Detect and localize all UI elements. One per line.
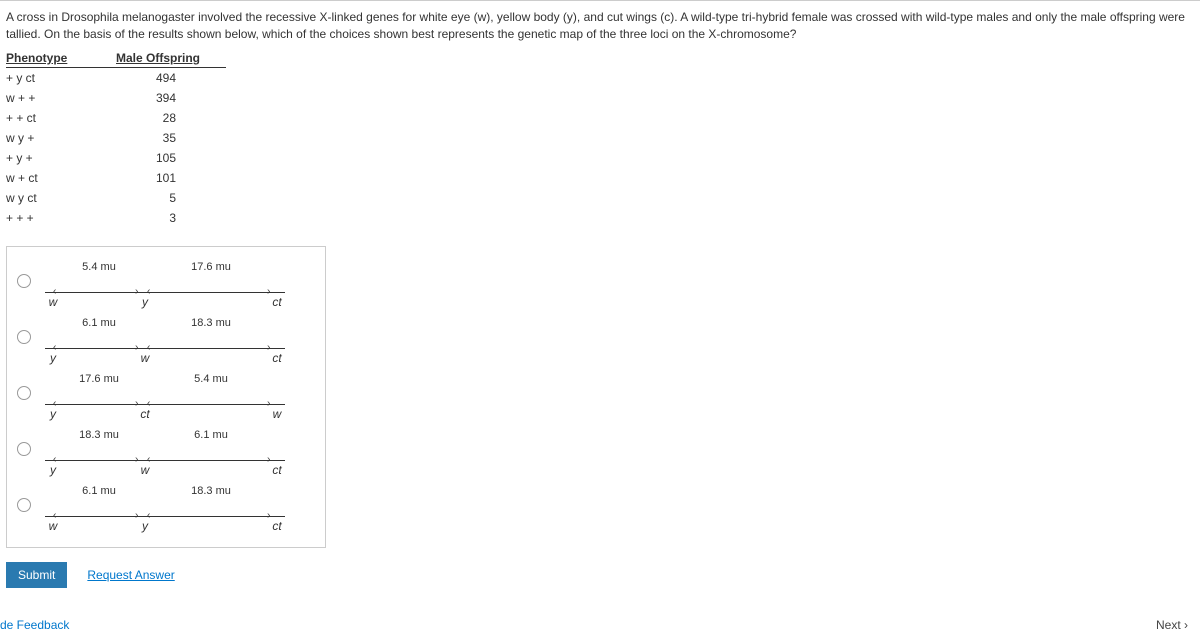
count-cell: 101 [116, 171, 176, 185]
distance-1: 17.6 mu [79, 373, 119, 385]
locus-right: ct [272, 463, 281, 477]
locus-mid: y [142, 519, 148, 533]
arrow-icon: › [135, 511, 138, 521]
gene-map: wyct5.4 mu17.6 mu‹›‹› [45, 263, 285, 299]
arrow-icon: ‹ [53, 399, 56, 409]
count-cell: 394 [116, 91, 176, 105]
locus-left: w [49, 519, 58, 533]
table-row: w y ct5 [6, 188, 226, 208]
count-cell: 5 [116, 191, 176, 205]
locus-right: ct [272, 295, 281, 309]
locus-left: w [49, 295, 58, 309]
distance-1: 6.1 mu [82, 485, 116, 497]
locus-left: y [50, 463, 56, 477]
answer-options: w y ct 5.4 mu 17.6 mu ‹ › ‹ › y w ct 6.1 mu 18.3 mu ‹ ›… [6, 246, 326, 548]
radio-button[interactable] [17, 386, 31, 400]
answer-option[interactable]: y w ct 18.3 mu 6.1 mu ‹ › ‹ › [7, 425, 325, 481]
count-cell: 28 [116, 111, 176, 125]
gene-map: yctw17.6 mu5.4 mu‹›‹› [45, 375, 285, 411]
arrow-icon: ‹ [147, 455, 150, 465]
question-text: A cross in Drosophila melanogaster invol… [0, 1, 1200, 49]
arrow-icon: ‹ [53, 511, 56, 521]
data-table: Phenotype Male Offspring + y ct494w + +3… [0, 49, 1200, 236]
locus-mid: w [141, 463, 150, 477]
arrow-icon: ‹ [53, 343, 56, 353]
table-row: + + ct28 [6, 108, 226, 128]
arrow-icon: › [135, 287, 138, 297]
locus-right: w [273, 407, 282, 421]
locus-left: y [50, 351, 56, 365]
arrow-icon: › [135, 455, 138, 465]
col-phenotype: Phenotype [6, 49, 116, 67]
count-cell: 35 [116, 131, 176, 145]
arrow-icon: › [267, 511, 270, 521]
arrow-icon: ‹ [53, 287, 56, 297]
locus-mid: w [141, 351, 150, 365]
table-row: w + +394 [6, 88, 226, 108]
arrow-icon: ‹ [147, 399, 150, 409]
table-row: w + ct101 [6, 168, 226, 188]
gene-map: wyct6.1 mu18.3 mu‹›‹› [45, 487, 285, 523]
radio-button[interactable] [17, 274, 31, 288]
feedback-link[interactable]: de Feedback [0, 618, 69, 632]
phenotype-cell: + y ct [6, 71, 116, 85]
locus-mid: ct [140, 407, 149, 421]
answer-option[interactable]: y w ct 6.1 mu 18.3 mu ‹ › ‹ › [7, 313, 325, 369]
table-row: w y +35 [6, 128, 226, 148]
answer-option[interactable]: w y ct 6.1 mu 18.3 mu ‹ › ‹ › [7, 481, 325, 537]
submit-button[interactable]: Submit [6, 562, 67, 588]
locus-right: ct [272, 351, 281, 365]
table-row: + + +3 [6, 208, 226, 228]
arrow-icon: ‹ [147, 343, 150, 353]
locus-right: ct [272, 519, 281, 533]
distance-1: 18.3 mu [79, 429, 119, 441]
phenotype-cell: w y ct [6, 191, 116, 205]
distance-2: 17.6 mu [191, 261, 231, 273]
answer-option[interactable]: y ct w 17.6 mu 5.4 mu ‹ › ‹ › [7, 369, 325, 425]
next-button[interactable]: Next › [1156, 618, 1194, 632]
phenotype-cell: + y + [6, 151, 116, 165]
arrow-icon: ‹ [53, 455, 56, 465]
count-cell: 105 [116, 151, 176, 165]
distance-2: 18.3 mu [191, 485, 231, 497]
arrow-icon: › [267, 455, 270, 465]
distance-2: 18.3 mu [191, 317, 231, 329]
request-answer-link[interactable]: Request Answer [87, 568, 174, 582]
arrow-icon: › [135, 399, 138, 409]
radio-button[interactable] [17, 442, 31, 456]
phenotype-cell: w + ct [6, 171, 116, 185]
arrow-icon: › [135, 343, 138, 353]
answer-option[interactable]: w y ct 5.4 mu 17.6 mu ‹ › ‹ › [7, 257, 325, 313]
phenotype-cell: w + + [6, 91, 116, 105]
arrow-icon: › [267, 343, 270, 353]
radio-button[interactable] [17, 498, 31, 512]
phenotype-cell: + + ct [6, 111, 116, 125]
distance-2: 5.4 mu [194, 373, 228, 385]
locus-mid: y [142, 295, 148, 309]
arrow-icon: ‹ [147, 287, 150, 297]
table-row: + y ct494 [6, 68, 226, 88]
table-row: + y +105 [6, 148, 226, 168]
radio-button[interactable] [17, 330, 31, 344]
count-cell: 3 [116, 211, 176, 225]
distance-1: 5.4 mu [82, 261, 116, 273]
locus-left: y [50, 407, 56, 421]
gene-map: ywct6.1 mu18.3 mu‹›‹› [45, 319, 285, 355]
arrow-icon: ‹ [147, 511, 150, 521]
col-male-offspring: Male Offspring [116, 49, 226, 67]
arrow-icon: › [267, 399, 270, 409]
distance-1: 6.1 mu [82, 317, 116, 329]
count-cell: 494 [116, 71, 176, 85]
distance-2: 6.1 mu [194, 429, 228, 441]
phenotype-cell: w y + [6, 131, 116, 145]
arrow-icon: › [267, 287, 270, 297]
phenotype-cell: + + + [6, 211, 116, 225]
gene-map: ywct18.3 mu6.1 mu‹›‹› [45, 431, 285, 467]
